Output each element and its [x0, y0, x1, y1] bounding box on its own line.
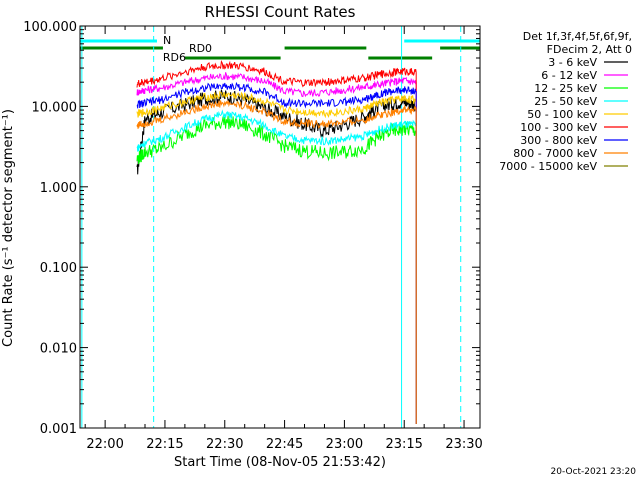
- y-tick-label: 100.000: [23, 20, 77, 35]
- series-line-2: [136, 115, 417, 165]
- series-line-6: [136, 81, 417, 109]
- y-tick-label: 0.001: [40, 422, 77, 437]
- series-line-7: [136, 100, 417, 129]
- y-axis-label: Count Rate (s⁻¹ detector segment⁻¹): [1, 109, 16, 347]
- x-tick-label: 23:15: [385, 437, 422, 452]
- plot-frame: [79, 25, 481, 429]
- x-tick-label: 23:00: [326, 437, 363, 452]
- x-tick-label: 22:30: [206, 437, 243, 452]
- x-axis-label: Start Time (08-Nov-05 21:53:42): [174, 455, 386, 470]
- status-label-rd6: RD6: [163, 51, 186, 64]
- y-tick-label: 0.100: [40, 261, 77, 276]
- x-tick-label: 22:15: [146, 437, 183, 452]
- y-tick-label: 10.000: [32, 100, 78, 115]
- x-tick-label: 23:30: [445, 437, 482, 452]
- footer-timestamp: 20-Oct-2021 23:20: [551, 467, 637, 477]
- legend-label-3: 25 - 50 keV: [534, 95, 597, 108]
- series-line-3: [136, 109, 417, 152]
- legend-header-line-2: FDecim 2, Att 0: [547, 43, 632, 56]
- x-tick-label: 22:00: [86, 437, 123, 452]
- series-line-1: [136, 72, 417, 98]
- legend-label-6: 300 - 800 keV: [520, 134, 597, 147]
- legend: Det 1f,3f,4f,5f,6f,9f, FDecim 2, Att 0 3…: [499, 30, 632, 173]
- y-tick-label: 1.000: [40, 181, 77, 196]
- legend-label-2: 12 - 25 keV: [534, 82, 597, 95]
- legend-label-5: 100 - 300 keV: [520, 121, 597, 134]
- series-line-5: [136, 60, 417, 88]
- legend-label-8: 7000 - 15000 keV: [499, 160, 597, 173]
- legend-header-line-1: Det 1f,3f,4f,5f,6f,9f,: [523, 30, 632, 43]
- y-tick-label: 0.010: [40, 342, 77, 357]
- legend-label-0: 3 - 6 keV: [548, 56, 597, 69]
- status-label-rd0: RD0: [189, 42, 212, 55]
- legend-label-1: 6 - 12 keV: [541, 69, 597, 82]
- legend-label-7: 800 - 7000 keV: [513, 147, 597, 160]
- chart-title: RHESSI Count Rates: [205, 3, 356, 21]
- series-line-4: [136, 90, 417, 119]
- legend-label-4: 50 - 100 keV: [527, 108, 597, 121]
- status-label-n: N: [163, 34, 171, 47]
- x-tick-label: 22:45: [266, 437, 303, 452]
